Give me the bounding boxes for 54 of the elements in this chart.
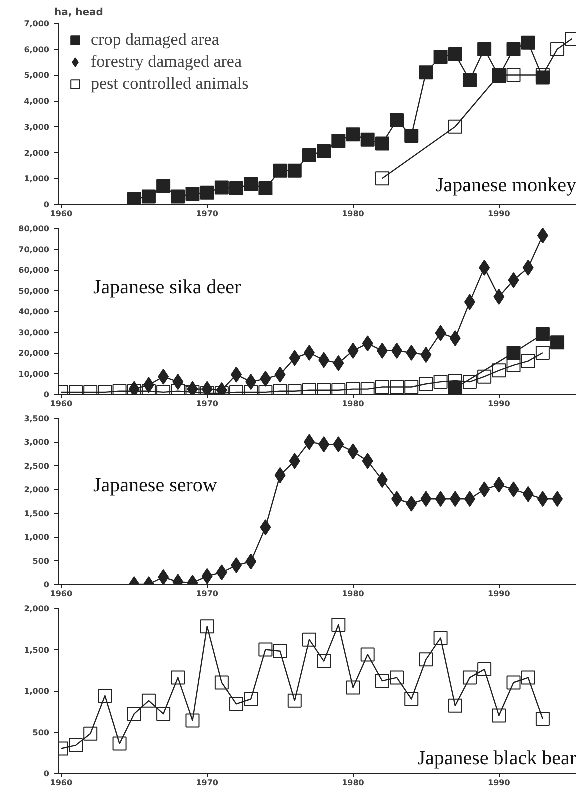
y-tick-label: 60,000 <box>18 266 50 275</box>
y-tick-label: 70,000 <box>18 245 50 254</box>
y-tick-label: 3,000 <box>24 438 50 448</box>
y-tick-label: 1,500 <box>24 646 50 655</box>
y-tick-label: 500 <box>32 556 50 566</box>
y-tick-label: 7,000 <box>24 20 50 28</box>
text: Japanese black bear <box>418 748 577 770</box>
text: Japanese sika deer <box>94 276 242 298</box>
x-tick-label: 1980 <box>342 590 365 598</box>
text: Japanese monkey <box>436 174 577 196</box>
y-tick-label: 5,000 <box>24 71 50 80</box>
y-tick-label: 80,000 <box>18 224 50 234</box>
x-tick-label: 1960 <box>50 778 73 788</box>
y-tick-label: 0 <box>44 580 50 590</box>
y-axis-title: ha, head <box>54 8 104 18</box>
x-tick-label: 1980 <box>342 778 365 788</box>
y-tick-label: 20,000 <box>18 349 50 358</box>
x-tick-label: 1970 <box>196 210 219 218</box>
x-tick-label: 1990 <box>488 590 511 598</box>
y-tick-label: 0 <box>44 390 50 400</box>
y-tick-label: 500 <box>32 728 50 738</box>
y-tick-label: 4,000 <box>24 97 50 106</box>
x-tick-label: 1960 <box>50 590 73 598</box>
x-tick-label: 1980 <box>342 210 365 218</box>
y-tick-label: 0 <box>44 200 50 210</box>
y-tick-label: 1,000 <box>24 687 50 696</box>
y-tick-label: 2,500 <box>24 462 50 471</box>
x-tick-label: 1990 <box>488 778 511 788</box>
text: Japanese serow <box>94 474 218 496</box>
x-tick-label: 1970 <box>196 400 219 408</box>
x-tick-label: 1970 <box>196 590 219 598</box>
y-tick-label: 2,000 <box>24 604 50 614</box>
x-tick-label: 1970 <box>196 778 219 788</box>
y-tick-label: 1,500 <box>24 509 50 518</box>
y-tick-label: 2,000 <box>24 148 50 158</box>
x-tick-label: 1980 <box>342 400 365 408</box>
y-tick-label: 40,000 <box>18 308 50 316</box>
y-tick-label: 1,000 <box>24 174 50 184</box>
y-tick-label: 3,500 <box>24 414 50 424</box>
x-tick-label: 1960 <box>50 210 73 218</box>
y-tick-label: 2,000 <box>24 486 50 495</box>
x-tick-label: 1960 <box>50 400 73 408</box>
y-tick-label: 6,000 <box>24 45 50 54</box>
legend-label: crop damaged area <box>91 30 220 50</box>
x-tick-label: 1990 <box>488 210 511 218</box>
legend-label: forestry damaged area <box>91 52 242 72</box>
y-tick-label: 10,000 <box>18 370 50 379</box>
legend-label: pest controlled animals <box>91 74 249 94</box>
y-tick-label: 3,000 <box>24 122 50 132</box>
y-tick-label: 0 <box>44 770 50 778</box>
x-tick-label: 1990 <box>488 400 511 408</box>
y-tick-label: 30,000 <box>18 328 50 338</box>
y-tick-label: 1,000 <box>24 533 50 542</box>
y-tick-label: 50,000 <box>18 286 50 296</box>
